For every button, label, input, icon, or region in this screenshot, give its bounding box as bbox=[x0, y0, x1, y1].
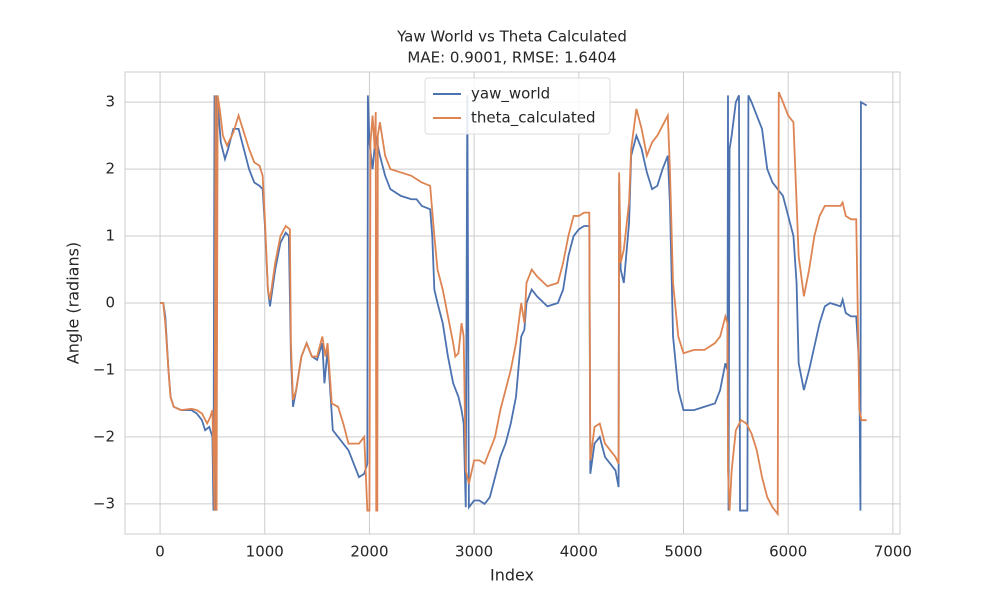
y-tick-label: 3 bbox=[105, 93, 115, 111]
x-tick-label: 3000 bbox=[455, 543, 493, 561]
x-tick-label: 5000 bbox=[664, 543, 702, 561]
plot-frame bbox=[124, 71, 901, 535]
x-tick-label: 1000 bbox=[246, 543, 284, 561]
y-tick-label: −2 bbox=[93, 427, 115, 445]
x-tick-label: 2000 bbox=[350, 543, 388, 561]
y-tick-label: −3 bbox=[93, 494, 115, 512]
y-axis-label: Angle (radians) bbox=[64, 242, 83, 364]
x-tick-label: 0 bbox=[155, 543, 165, 561]
y-tick-label: 2 bbox=[105, 160, 115, 178]
legend-label: theta_calculated bbox=[471, 109, 596, 128]
line-series bbox=[160, 95, 868, 512]
legend-box bbox=[424, 77, 611, 135]
x-tick-label: 7000 bbox=[874, 543, 912, 561]
y-tick-label: −1 bbox=[93, 360, 115, 378]
y-tick-label: 1 bbox=[105, 227, 115, 245]
x-axis-label: Index bbox=[490, 566, 534, 585]
y-tick-label: 0 bbox=[105, 294, 115, 312]
x-tick-label: 4000 bbox=[560, 543, 598, 561]
legend-label: yaw_world bbox=[471, 85, 550, 104]
chart-title: Yaw World vs Theta Calculated bbox=[396, 28, 627, 46]
line-series bbox=[160, 91, 867, 517]
chart-subtitle: MAE: 0.9001, RMSE: 1.6404 bbox=[407, 49, 616, 67]
x-tick-label: 6000 bbox=[769, 543, 807, 561]
